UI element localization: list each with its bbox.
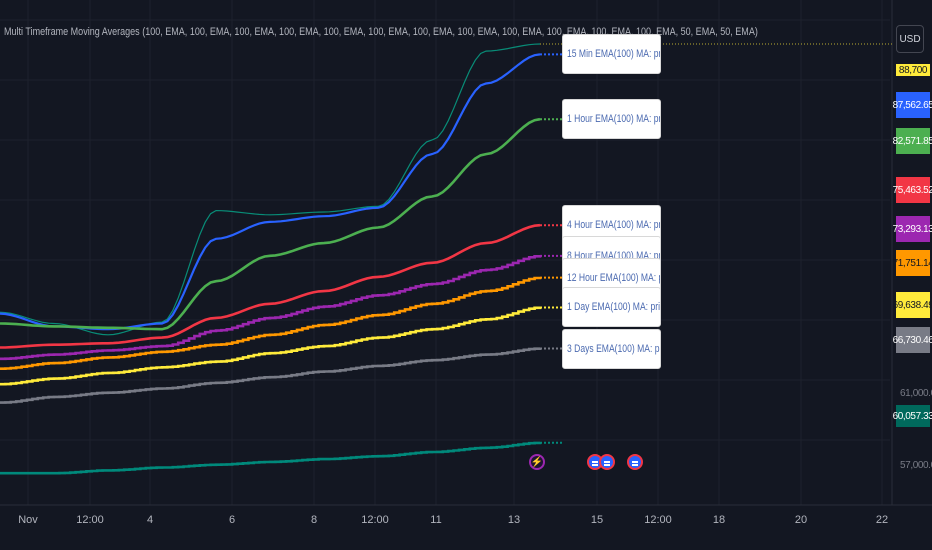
ma-label[interactable]: 15 Min EMA(100) MA: price87563 [562, 34, 661, 75]
lightning-icon[interactable]: ⚡ [529, 454, 545, 470]
time-axis-label: 12:00 [76, 514, 104, 526]
time-axis-label: 22 [875, 514, 889, 526]
price-tag: 75,463.52 [893, 177, 932, 203]
axis-price-label: 61,000.00 [900, 388, 932, 399]
ma-label-text: 12 Hour EMA(100) MA: price69638 [567, 271, 660, 284]
time-axis-label: 12:00 [361, 514, 389, 526]
ma-label[interactable]: 3 Days EMA(100) MA: price60057 [562, 328, 661, 369]
flag-icon[interactable] [599, 454, 615, 470]
series-line [0, 347, 542, 404]
price-tag: 71,751.14 [893, 250, 932, 276]
ma-label-text: 3 Days EMA(100) MA: price60057 [567, 342, 660, 355]
series-line [0, 255, 542, 361]
time-axis-label: Nov [18, 514, 38, 526]
price-tag: 88,700 [896, 64, 930, 76]
time-axis-label: 20 [794, 514, 808, 526]
time-axis-label: 6 [228, 514, 236, 526]
ma-label[interactable]: 1 Hour EMA(100) MA: price82972 [562, 99, 661, 140]
time-axis-label: 4 [146, 514, 154, 526]
axis-price-label: 57,000.00 [900, 460, 932, 471]
time-axis-label: 12:00 [644, 514, 672, 526]
time-axis-label: 18 [712, 514, 726, 526]
ma-label-text: 4 Hour EMA(100) MA: price75464 [567, 219, 661, 232]
ma-label-text: 15 Min EMA(100) MA: price87563 [567, 48, 661, 61]
series-line [0, 306, 542, 386]
time-axis-label: 11 [430, 514, 442, 526]
series-line [0, 43, 541, 336]
series-line [0, 117, 541, 331]
price-tag: 69,638.49 [893, 292, 932, 318]
currency-button[interactable]: USD [896, 25, 924, 53]
series-line [0, 223, 541, 349]
series-line [0, 276, 542, 370]
ma-label-text: 1 Day EMA(100) MA: price66730 [567, 301, 660, 314]
time-axis-label: 8 [310, 514, 318, 526]
price-tag: 87,562.65 [893, 92, 932, 118]
flag-icon[interactable] [627, 454, 643, 470]
price-tag: 73,293.13 [893, 216, 932, 242]
series-line [0, 441, 542, 475]
ma-label-text: 1 Hour EMA(100) MA: price82972 [567, 113, 661, 126]
ma-label[interactable]: 1 Day EMA(100) MA: price66730 [562, 287, 661, 328]
time-axis-label: 13 [507, 514, 521, 526]
price-tag: 60,057.33 [893, 405, 932, 427]
price-tag: 82,571.85 [893, 128, 932, 154]
price-tag: 66,730.46 [893, 327, 932, 353]
time-axis-label: 15 [590, 514, 604, 526]
